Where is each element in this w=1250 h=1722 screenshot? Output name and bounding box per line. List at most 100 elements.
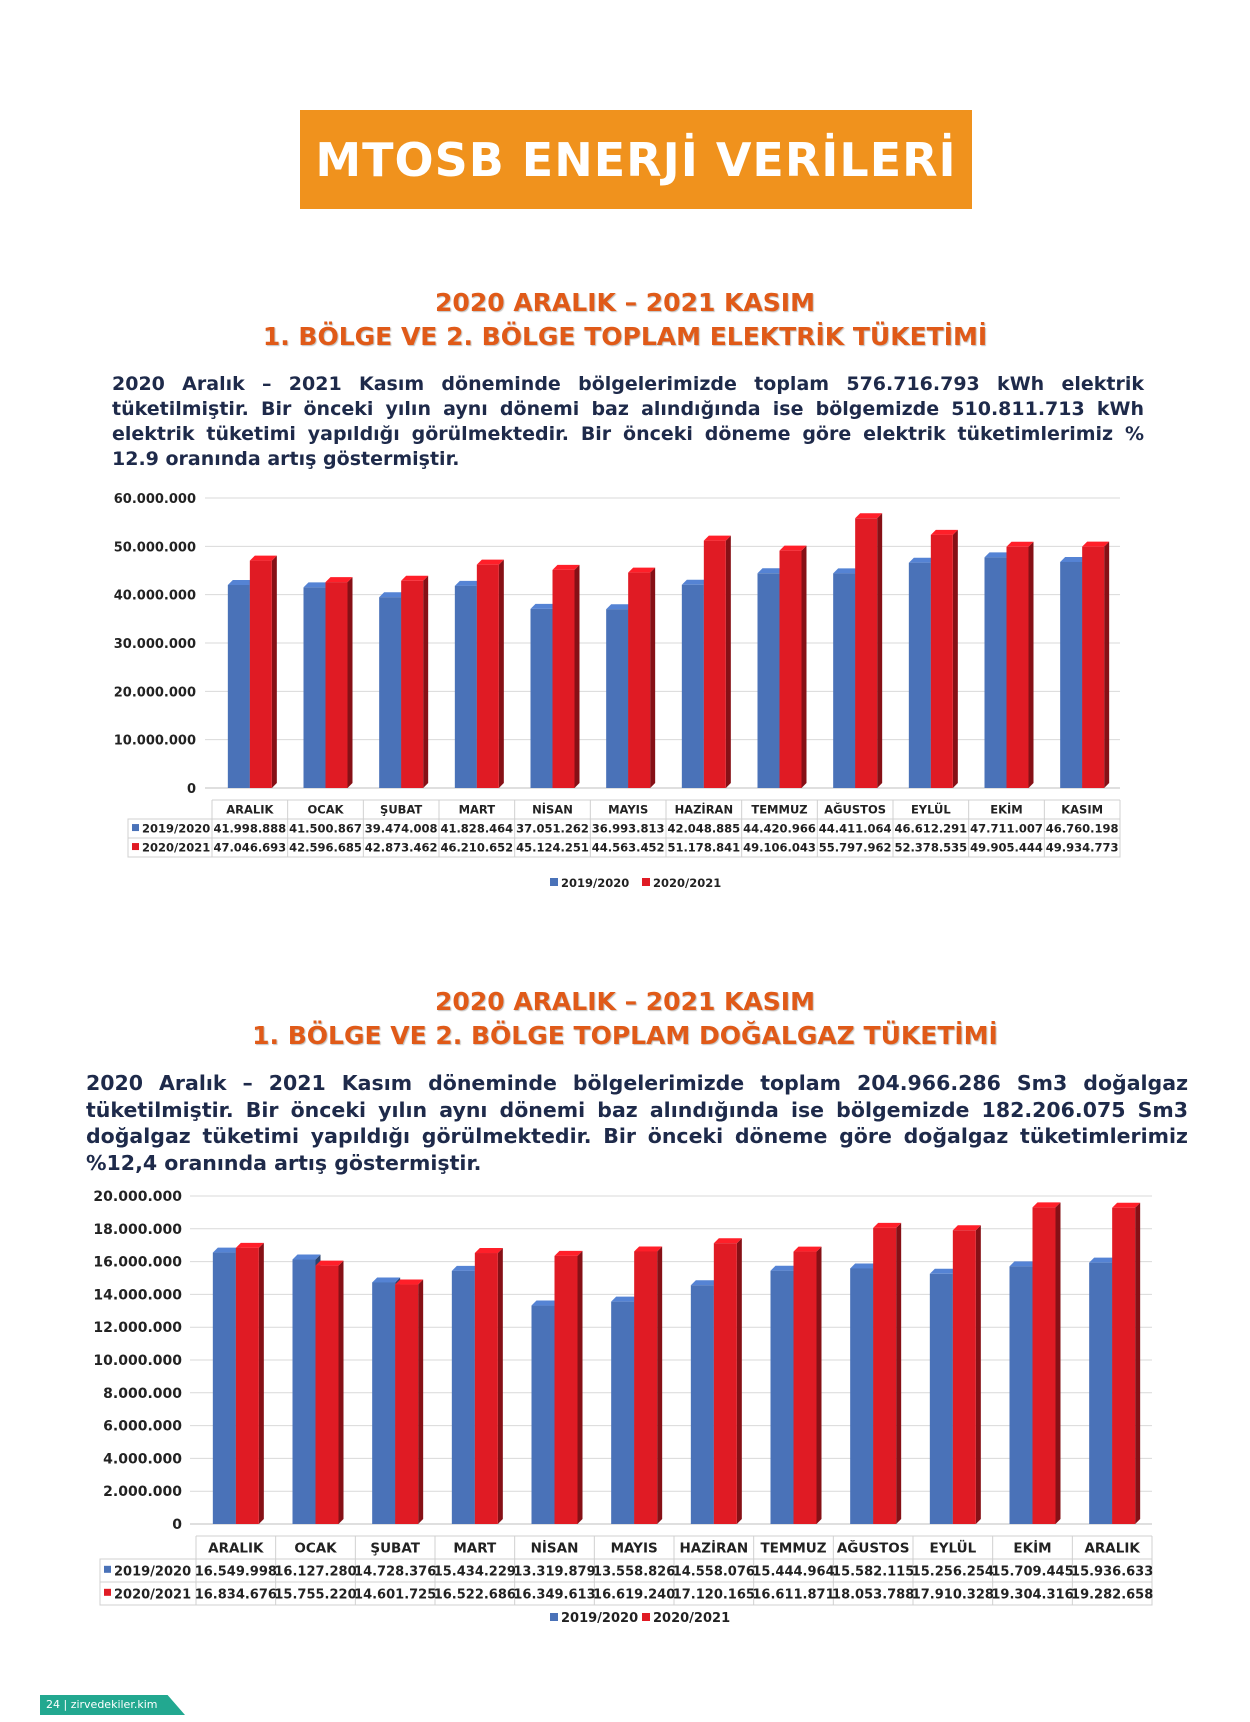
- bar-2020-2021: [873, 1227, 897, 1524]
- bar-2020-2021: [1082, 546, 1105, 788]
- bar-top: [249, 555, 277, 561]
- electricity-paragraph: 2020 Aralık – 2021 Kasım döneminde bölge…: [112, 373, 1144, 470]
- bar-2019-2020: [303, 587, 326, 788]
- data-table-value: 39.474.008: [365, 822, 438, 836]
- x-category-label: NİSAN: [531, 1540, 579, 1557]
- data-table-value: 15.582.115: [832, 1565, 914, 1580]
- bar-top: [292, 1254, 321, 1260]
- bar-2020-2021: [703, 540, 726, 788]
- bar-top: [372, 1277, 401, 1283]
- bar-top: [212, 1247, 241, 1253]
- data-table-value: 42.596.685: [289, 841, 362, 855]
- x-category-label: OCAK: [307, 803, 344, 817]
- x-category-label: EKİM: [1013, 1540, 1051, 1557]
- bar-side: [258, 1242, 264, 1524]
- bar-2019-2020: [292, 1259, 316, 1524]
- data-table-value: 46.760.198: [1046, 822, 1119, 836]
- data-table-series-name: 2020/2021: [142, 841, 210, 855]
- bar-side: [338, 1260, 344, 1524]
- y-tick-label: 20.000.000: [114, 685, 196, 700]
- data-table-value: 52.378.535: [894, 841, 967, 855]
- data-table-value: 49.905.444: [970, 841, 1043, 855]
- bar-2020-2021: [713, 1243, 737, 1524]
- bar-top: [1089, 1257, 1118, 1263]
- data-table-value: 46.210.652: [440, 841, 513, 855]
- gas-paragraph: 2020 Aralık – 2021 Kasım döneminde bölge…: [86, 1071, 1188, 1175]
- bar-side: [1135, 1202, 1141, 1524]
- bar-side: [1028, 541, 1034, 788]
- bar-2020-2021: [1006, 546, 1029, 788]
- y-tick-label: 2.000.000: [103, 1484, 182, 1500]
- data-table-value: 16.522.686: [434, 1588, 516, 1603]
- y-tick-label: 60.000.000: [114, 492, 196, 507]
- bar-2020-2021: [552, 569, 575, 788]
- bar-top: [554, 1250, 583, 1256]
- bar-top: [451, 1265, 480, 1271]
- bar-2019-2020: [372, 1282, 396, 1524]
- data-table-value: 44.411.064: [819, 822, 892, 836]
- bar-2019-2020: [690, 1285, 714, 1524]
- data-table-value: 19.282.658: [1071, 1588, 1153, 1603]
- bar-top: [454, 580, 482, 586]
- electricity-title-line2: 1. BÖLGE VE 2. BÖLGE TOPLAM ELEKTRİK TÜK…: [262, 322, 988, 351]
- bar-2020-2021: [395, 1284, 419, 1524]
- bar-2020-2021: [476, 564, 499, 788]
- bar-2020-2021: [474, 1253, 498, 1524]
- bar-2020-2021: [554, 1255, 578, 1524]
- data-table-value: 37.051.262: [516, 822, 589, 836]
- bar-top: [850, 1263, 879, 1269]
- y-tick-label: 6.000.000: [103, 1419, 182, 1435]
- data-table-value: 14.601.725: [354, 1588, 436, 1603]
- bar-2019-2020: [770, 1270, 794, 1524]
- data-table-value: 17.120.165: [673, 1588, 755, 1603]
- y-tick-label: 0: [187, 782, 196, 797]
- y-tick-label: 50.000.000: [114, 540, 196, 555]
- bar-top: [930, 529, 958, 535]
- bar-top: [1009, 1261, 1038, 1267]
- bar-top: [530, 603, 558, 609]
- x-category-label: TEMMUZ: [751, 803, 807, 817]
- bar-top: [628, 567, 656, 573]
- y-tick-label: 40.000.000: [114, 589, 196, 604]
- banner-title: MTOSB ENERJİ VERİLERİ: [315, 132, 957, 187]
- data-table-value: 47.711.007: [970, 822, 1043, 836]
- bar-top: [474, 1248, 503, 1254]
- data-table-value: 15.936.633: [1071, 1565, 1153, 1580]
- x-category-label: TEMMUZ: [760, 1541, 826, 1557]
- y-tick-label: 14.000.000: [93, 1287, 182, 1303]
- bar-2019-2020: [379, 597, 402, 788]
- bar-top: [235, 1242, 264, 1248]
- data-table-value: 55.797.962: [819, 841, 892, 855]
- x-category-label: ŞUBAT: [370, 1541, 420, 1557]
- y-tick-label: 10.000.000: [114, 734, 196, 749]
- bar-2019-2020: [1009, 1266, 1033, 1524]
- data-table-value: 15.434.229: [434, 1565, 516, 1580]
- data-table-value: 44.420.966: [743, 822, 816, 836]
- bar-top: [984, 552, 1012, 558]
- bar-2019-2020: [530, 608, 553, 788]
- data-table-value: 49.934.773: [1046, 841, 1119, 855]
- x-category-label: AĞUSTOS: [824, 802, 886, 817]
- y-tick-label: 12.000.000: [93, 1320, 182, 1336]
- bar-top: [325, 577, 353, 583]
- data-table-value: 46.612.291: [894, 822, 967, 836]
- bar-2020-2021: [793, 1251, 817, 1524]
- bar-2020-2021: [315, 1265, 339, 1524]
- y-tick-label: 30.000.000: [114, 637, 196, 652]
- electricity-title-line1: 2020 ARALIK – 2021 KASIM: [435, 288, 815, 317]
- bar-top: [1032, 1202, 1061, 1208]
- electricity-chart: 0 10.000.000 20.000.000 30.000.000 40.000.00…: [114, 492, 1121, 890]
- legend-swatch: [642, 878, 650, 886]
- legend-key: [104, 1588, 111, 1596]
- x-category-label: EYLÜL: [929, 1539, 976, 1557]
- bar-top: [873, 1222, 902, 1228]
- data-table-value: 15.444.964: [752, 1565, 834, 1580]
- bar-2019-2020: [833, 573, 856, 788]
- bar-side: [347, 577, 353, 788]
- bar-2020-2021: [628, 572, 651, 788]
- bar-2020-2021: [249, 560, 272, 788]
- x-category-label: ARALIK: [226, 803, 274, 817]
- x-category-label: ARALIK: [208, 1541, 264, 1557]
- legend-label: 2020/2021: [653, 876, 721, 890]
- bar-top: [227, 580, 255, 586]
